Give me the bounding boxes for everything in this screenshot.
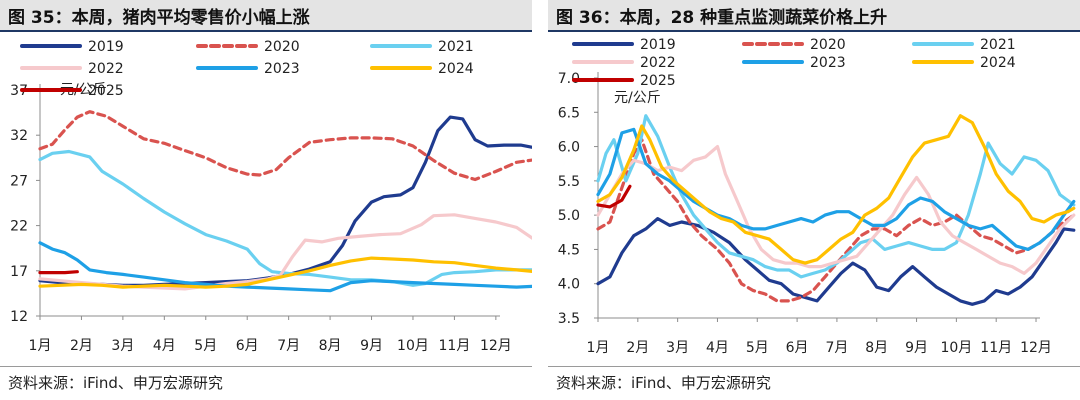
x-tick-label: 6月 [786,340,809,356]
x-tick-label: 3月 [666,340,689,356]
y-unit-label: 元/公斤 [614,90,661,106]
x-tick-label: 8月 [865,340,888,356]
footer-divider [0,366,532,367]
chart-title: 图 36：本周，28 种重点监测蔬菜价格上升 [556,8,888,28]
x-tick-label: 11月 [980,340,1012,356]
x-tick-label: 6月 [236,338,259,354]
series-line-2021 [596,114,1076,279]
legend-label-2025: 2025 [640,73,676,89]
x-tick-label: 7月 [825,340,848,356]
series-line-2025 [38,270,79,275]
x-tick-label: 9月 [905,340,928,356]
x-tick-label: 9月 [360,338,383,354]
series-line-2022 [38,213,532,291]
series-line-2023 [38,241,532,293]
chart-pork-price: 12 17 22 27 32 37 1月 2月 3月 4月 5月 6月 7月 8月 9月 10月 11月 12月 元… [10,39,532,354]
x-tick-label: 4月 [706,340,729,356]
y-tick-label: 4.0 [558,277,580,293]
y-tick-label: 17 [10,264,28,280]
x-tick-label: 11月 [439,338,471,354]
chart-panel-vegetable: 图 36：本周，28 种重点监测蔬菜价格上升 3.5 4.0 4.5 5.0 5.5 6.… [548,0,1080,400]
series-line-2019 [38,115,532,287]
x-tick-label: 1月 [587,340,610,356]
x-tick-label: 10月 [940,340,972,356]
series-line-2024 [596,114,1076,265]
series-line-2020 [38,110,532,182]
legend-label-2023: 2023 [810,55,846,71]
legend-label-2022: 2022 [640,55,676,71]
x-tick-label: 4月 [153,338,176,354]
y-tick-label: 22 [10,219,28,235]
legend-label-2019: 2019 [640,37,676,53]
chart-title-bar: 图 35：本周，猪肉平均零售价小幅上涨 [0,0,532,32]
source-note: 资料来源：iFind、申万宏源研究 [556,374,771,392]
x-tick-label: 8月 [319,338,342,354]
y-tick-label: 4.5 [558,242,580,258]
y-tick-label: 32 [10,128,28,144]
legend-label-2023: 2023 [264,61,300,77]
series-line-2019 [596,217,1076,306]
legend-label-2024: 2024 [438,61,474,77]
legend-label-2021: 2021 [438,39,474,55]
x-tick-label: 7月 [277,338,300,354]
y-tick-label: 37 [10,83,28,99]
y-tick-label: 5.5 [558,174,580,190]
x-tick-label: 5月 [746,340,769,356]
legend-label-2019: 2019 [88,39,124,55]
y-tick-label: 3.5 [558,311,580,327]
y-tick-label: 6.5 [558,105,580,121]
y-tick-label: 12 [10,309,28,325]
x-tick-label: 10月 [397,338,429,354]
legend-label-2024: 2024 [980,55,1016,71]
chart-title-bar: 图 36：本周，28 种重点监测蔬菜价格上升 [548,0,1080,32]
x-tick-label: 3月 [111,338,134,354]
x-tick-label: 5月 [194,338,217,354]
y-tick-label: 5.0 [558,208,580,224]
x-tick-label: 12月 [1020,340,1052,356]
chart-panel-pork: 图 35：本周，猪肉平均零售价小幅上涨 12 17 22 27 32 37 1月 2月 3月 4月… [0,0,532,400]
legend-label-2022: 2022 [88,61,124,77]
chart-vegetable-price: 3.5 4.0 4.5 5.0 5.5 6.0 6.5 7.0 1月 2月 3月 4月 5月 6月 7月 8月… [558,37,1076,356]
footer-divider [548,366,1080,367]
y-tick-label: 6.0 [558,140,580,156]
x-tick-label: 2月 [626,340,649,356]
legend-label-2025: 2025 [88,83,124,99]
legend-label-2021: 2021 [980,37,1016,53]
series-line-2022 [596,145,1076,275]
y-tick-label: 27 [10,173,28,189]
x-tick-label: 1月 [29,338,52,354]
x-tick-label: 12月 [480,338,512,354]
legend-label-2020: 2020 [810,37,846,53]
source-note: 资料来源：iFind、申万宏源研究 [8,374,223,392]
y-tick-label: 7.0 [558,71,580,87]
series-line-2024 [38,256,532,289]
chart-title: 图 35：本周，猪肉平均零售价小幅上涨 [8,8,310,28]
legend-label-2020: 2020 [264,39,300,55]
series-line-2023 [596,127,1076,251]
y-unit-label: 元/公斤 [60,82,107,98]
series-line-2025 [596,184,632,209]
x-tick-label: 2月 [70,338,93,354]
